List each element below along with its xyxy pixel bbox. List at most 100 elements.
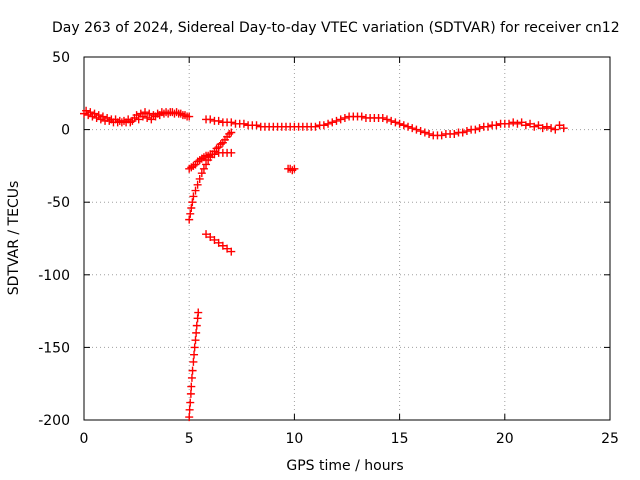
data-point xyxy=(206,233,215,242)
data-point xyxy=(190,343,199,352)
data-point xyxy=(391,118,400,127)
data-point xyxy=(509,118,518,127)
data-point xyxy=(202,230,211,239)
data-point xyxy=(214,238,223,247)
data-point xyxy=(538,124,547,133)
data-point xyxy=(145,109,154,118)
data-point xyxy=(185,405,194,414)
data-point xyxy=(555,121,564,130)
y-tick-label: -100 xyxy=(38,268,70,284)
data-point xyxy=(513,119,522,128)
data-point xyxy=(521,121,530,130)
data-point xyxy=(190,350,199,359)
data-point xyxy=(206,115,215,124)
x-tick-label: 0 xyxy=(80,431,89,447)
x-tick-label: 15 xyxy=(391,431,409,447)
data-point xyxy=(551,125,560,134)
data-point xyxy=(542,122,551,131)
data-point xyxy=(188,366,197,375)
x-tick-label: 5 xyxy=(185,431,194,447)
data-point xyxy=(547,124,556,133)
data-point xyxy=(199,164,208,173)
data-point xyxy=(185,413,194,422)
data-point xyxy=(188,198,197,207)
data-point xyxy=(187,382,196,391)
data-point xyxy=(94,111,103,120)
data-point xyxy=(526,119,535,128)
data-point xyxy=(340,113,349,122)
data-point xyxy=(227,118,236,127)
data-point xyxy=(141,108,150,117)
data-point xyxy=(458,128,467,137)
data-point xyxy=(324,119,333,128)
data-point xyxy=(492,121,501,130)
data-point xyxy=(387,116,396,125)
data-point xyxy=(189,192,198,201)
data-point xyxy=(191,186,200,195)
data-point xyxy=(191,336,200,345)
data-point xyxy=(332,116,341,125)
x-axis-title: GPS time / hours xyxy=(286,458,403,474)
grid xyxy=(84,57,610,420)
data-point xyxy=(192,321,201,330)
data-point xyxy=(197,169,206,178)
data-point xyxy=(437,131,446,140)
data-point xyxy=(214,116,223,125)
data-point xyxy=(319,121,328,130)
ticks xyxy=(83,56,611,421)
chart-title: Day 263 of 2024, Sidereal Day-to-day VTE… xyxy=(52,20,620,36)
data-point xyxy=(420,128,429,137)
data-point xyxy=(450,129,459,138)
x-tick-label: 25 xyxy=(601,431,619,447)
data-point xyxy=(505,119,514,128)
x-tick-label: 10 xyxy=(285,431,303,447)
data-point xyxy=(90,109,99,118)
data-point xyxy=(483,122,492,131)
data-point xyxy=(252,121,261,130)
data-point xyxy=(185,215,194,224)
data-point xyxy=(408,124,417,133)
tick-labels: 0 5 10 15 20 25 -200 -150 -100 -50 0 50 xyxy=(38,50,619,447)
data-point xyxy=(471,125,480,134)
data-point xyxy=(223,244,232,253)
data-point xyxy=(132,111,141,120)
data-point xyxy=(395,119,404,128)
data-point xyxy=(193,180,202,189)
data-point xyxy=(328,118,337,127)
data-point xyxy=(218,241,227,250)
data-point xyxy=(86,108,95,117)
plot-frame xyxy=(83,56,611,421)
data-point xyxy=(462,127,471,136)
data-point xyxy=(98,112,107,121)
data-point xyxy=(559,124,568,133)
data-point xyxy=(227,247,236,256)
data-point xyxy=(187,204,196,213)
data-point xyxy=(202,160,211,169)
data-point xyxy=(425,129,434,138)
y-tick-label: -50 xyxy=(47,195,70,211)
data-point xyxy=(185,112,194,121)
data-point xyxy=(530,122,539,131)
data-points xyxy=(80,106,568,422)
data-point xyxy=(382,115,391,124)
data-point xyxy=(186,209,195,218)
data-point xyxy=(311,122,320,131)
y-tick-label: 50 xyxy=(52,50,70,66)
data-point xyxy=(143,113,152,122)
data-point xyxy=(517,118,526,127)
data-point xyxy=(534,121,543,130)
data-point xyxy=(378,113,387,122)
data-point xyxy=(186,398,195,407)
data-point xyxy=(187,373,196,382)
data-point xyxy=(210,235,219,244)
data-point xyxy=(192,328,201,337)
data-point xyxy=(357,112,366,121)
data-point xyxy=(189,357,198,366)
data-point xyxy=(82,106,91,115)
data-point xyxy=(416,127,425,136)
y-tick-label: -150 xyxy=(38,340,70,356)
data-point xyxy=(404,122,413,131)
data-point xyxy=(194,308,203,317)
x-tick-label: 20 xyxy=(496,431,514,447)
